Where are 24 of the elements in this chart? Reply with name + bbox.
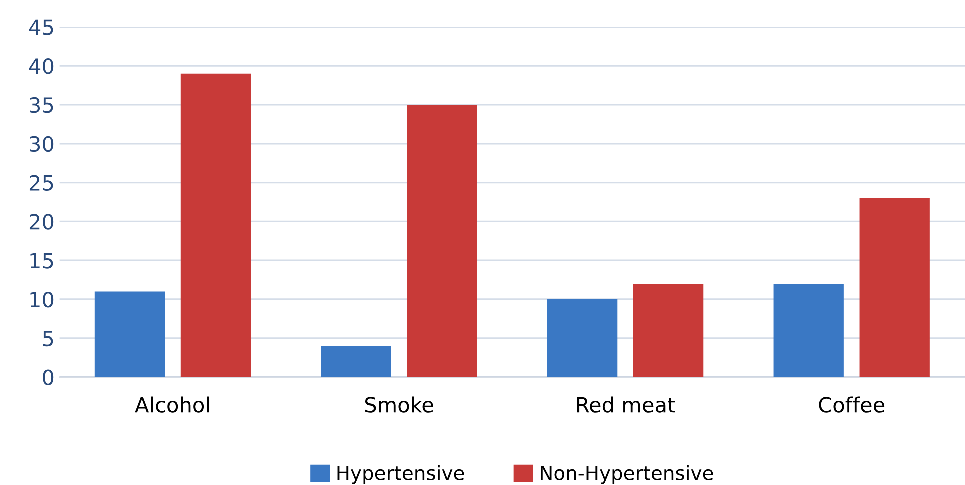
y-tick-label: 25	[30, 175, 54, 191]
x-tick-label: Alcohol	[135, 396, 210, 413]
x-tick-label: Coffee	[819, 396, 885, 413]
bar	[633, 284, 704, 378]
bar	[860, 198, 930, 378]
y-tick-label: 0	[43, 370, 54, 386]
bar	[774, 284, 844, 378]
y-tick-label: 35	[30, 97, 54, 114]
y-tick-label: 45	[29, 20, 54, 36]
y-tick-label: 5	[43, 331, 54, 347]
bar	[407, 104, 478, 378]
bar	[94, 292, 166, 378]
x-tick-label: Smoke	[365, 396, 434, 413]
bar	[547, 300, 618, 378]
y-tick-label: 30	[30, 136, 54, 152]
y-tick-label: 10	[30, 292, 54, 308]
x-tick-label: Red meat	[577, 396, 676, 413]
y-tick-label: 40	[29, 58, 54, 74]
bar	[180, 74, 252, 378]
y-tick-label: 20	[30, 214, 54, 230]
bar	[321, 346, 392, 378]
y-tick-label: 15	[30, 253, 54, 269]
legend-label: Non-Hypertensive	[541, 465, 714, 484]
legend-label: Hypertensive	[338, 465, 464, 484]
